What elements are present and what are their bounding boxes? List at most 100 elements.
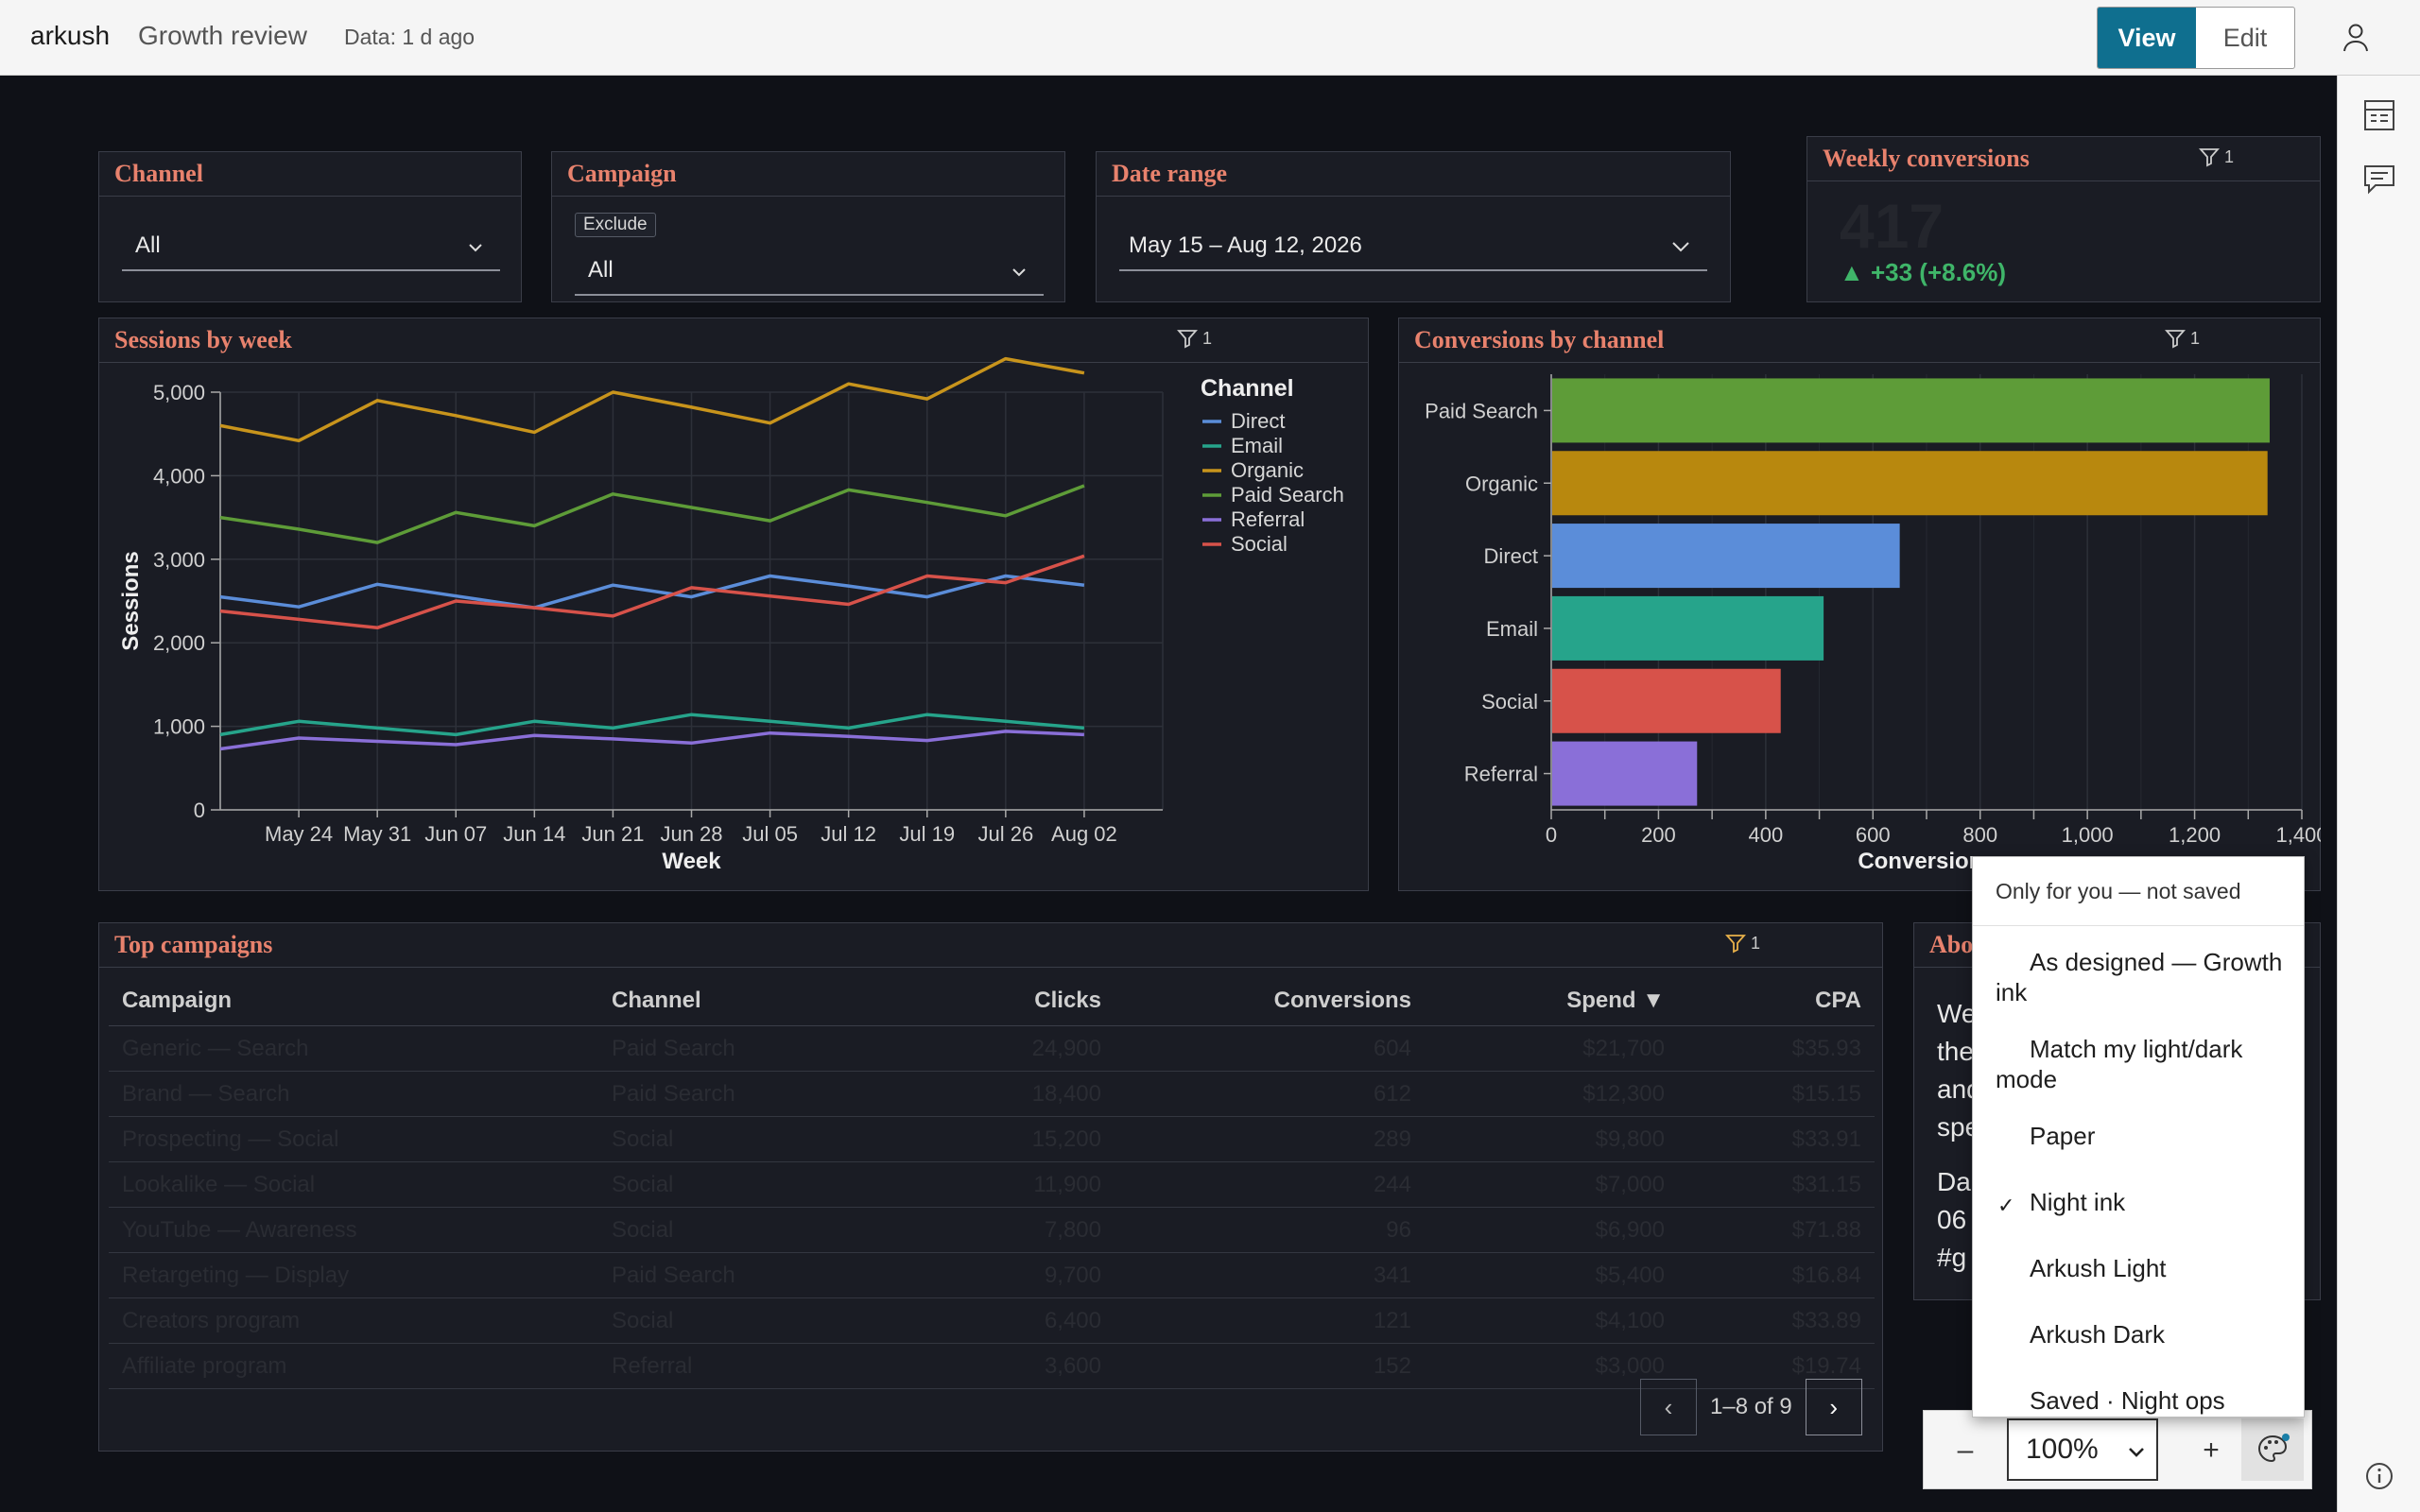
cell-clicks: 3,600: [908, 1343, 1115, 1389]
column-header-campaign[interactable]: Campaign: [109, 976, 598, 1026]
series-line-referral: [219, 730, 1084, 751]
series-line-paid-search: [219, 484, 1085, 544]
right-rail: [2337, 76, 2420, 1512]
table-row[interactable]: YouTube — Awareness Social 7,800 96 $6,900 $7…: [109, 1207, 1875, 1253]
theme-option-label: As designed — Growth ink: [1996, 948, 2283, 1006]
column-header-clicks[interactable]: Clicks: [908, 976, 1115, 1026]
cell-clicks: 24,900: [908, 1025, 1115, 1072]
zoom-out-button[interactable]: –: [1957, 1435, 1974, 1466]
theme-option[interactable]: Arkush Light: [1973, 1240, 2304, 1306]
cell-conversions: 121: [1115, 1297, 1425, 1344]
cell-clicks: 15,200: [908, 1116, 1115, 1162]
table-row[interactable]: Creators program Social 6,400 121 $4,100 $33.…: [109, 1297, 1875, 1344]
cell-conversions: 289: [1115, 1116, 1425, 1162]
filter-badge[interactable]: 1: [1177, 328, 1212, 349]
legend-label: Referral: [1231, 507, 1305, 531]
weekly-conversions-kpi: Weekly conversions 1 417 ▲ +33 (+8.6%): [1806, 136, 2321, 302]
date-range-select[interactable]: May 15 – Aug 12, 2026: [1119, 222, 1707, 271]
channel-select[interactable]: All: [122, 222, 500, 271]
edit-mode-button[interactable]: Edit: [2222, 23, 2268, 52]
x-tick-label: 1,400: [2275, 823, 2321, 847]
column-header-spend[interactable]: Spend ▼: [1425, 976, 1678, 1026]
previous-page-button[interactable]: ‹: [1640, 1379, 1697, 1435]
x-tick-label: Jun 28: [660, 822, 722, 846]
legend-label: Direct: [1231, 409, 1285, 433]
cell-channel: Referral: [598, 1343, 908, 1389]
x-tick-label: 1,000: [2062, 823, 2114, 847]
theme-option-label: Night ink: [2030, 1188, 2126, 1216]
exclude-toggle[interactable]: Exclude: [575, 213, 656, 237]
view-mode-button[interactable]: View: [2098, 8, 2196, 68]
cell-spend: $5,400: [1425, 1252, 1678, 1298]
next-page-button[interactable]: ›: [1805, 1379, 1862, 1435]
x-tick-label: 1,200: [2169, 823, 2221, 847]
theme-option[interactable]: Saved · Night ops: [1973, 1372, 2304, 1438]
zoom-toolbar: – 100% +: [1923, 1410, 2312, 1489]
filter-count: 1: [2224, 146, 2235, 166]
kpi-delta: ▲ +33 (+8.6%): [1840, 258, 2007, 286]
panel-header: [99, 152, 521, 197]
info-icon[interactable]: [2359, 1455, 2400, 1497]
chevron-down-icon: [2128, 1434, 2145, 1466]
cell-campaign: Prospecting — Social: [109, 1116, 598, 1162]
series-line-direct: [219, 574, 1085, 610]
cell-clicks: 18,400: [908, 1071, 1115, 1117]
table-row[interactable]: Generic — Search Paid Search 24,900 604 $21,…: [109, 1025, 1875, 1072]
column-header-cpa[interactable]: CPA: [1678, 976, 1875, 1026]
kpi-title: Weekly conversions: [1823, 145, 2030, 172]
top-campaigns-title: Top campaigns: [114, 931, 273, 958]
zoom-select[interactable]: 100%: [2007, 1418, 2158, 1481]
filter-badge[interactable]: 1: [2199, 146, 2234, 167]
filter-badge[interactable]: 1: [1725, 933, 1760, 954]
data-table-icon[interactable]: [2359, 94, 2400, 136]
brand-name[interactable]: arkush: [30, 21, 111, 50]
x-tick-label: Jun 07: [424, 822, 487, 846]
x-tick-label: 200: [1641, 823, 1676, 847]
user-icon[interactable]: [2337, 19, 2375, 57]
theme-option[interactable]: As designed — Growth ink: [1973, 934, 2304, 1021]
comments-icon[interactable]: [2359, 159, 2400, 200]
panel-header: [1807, 137, 2320, 181]
column-header-channel[interactable]: Channel: [598, 976, 908, 1026]
table-row[interactable]: Affiliate program Referral 3,600 152 $3,000 $…: [109, 1343, 1875, 1389]
about-text-2: Da 06 #g: [1937, 1167, 1971, 1272]
checkmark-icon: ✓: [1997, 1194, 2015, 1217]
theme-palette-button[interactable]: [2241, 1418, 2304, 1481]
theme-option[interactable]: Arkush Dark: [1973, 1306, 2304, 1372]
theme-menu: Only for you — not saved As designed — G…: [1972, 856, 2305, 1418]
bar-social: [1552, 668, 1781, 733]
theme-option[interactable]: Match my light/dark mode: [1973, 1021, 2304, 1108]
campaign-filter-panel: Campaign Exclude All: [551, 151, 1065, 302]
filter-icon: [2199, 148, 2220, 167]
table-row[interactable]: Retargeting — Display Paid Search 9,700 341…: [109, 1252, 1875, 1298]
date-range-filter-panel: Date range May 15 – Aug 12, 2026: [1096, 151, 1731, 302]
legend-label: Paid Search: [1231, 483, 1344, 507]
bar-organic: [1552, 451, 2268, 516]
top-bar: arkush Growth review Data: 1 d ago View …: [0, 0, 2420, 76]
series-line-email: [219, 713, 1085, 737]
zoom-in-button[interactable]: +: [2203, 1435, 2220, 1466]
cell-spend: $9,800: [1425, 1116, 1678, 1162]
theme-option[interactable]: ✓ Night ink: [1973, 1174, 2304, 1240]
sessions-line-chart: 0 1,000 2,000 3,000 4,000 5,000 May 24 May 31 Ju…: [118, 356, 1344, 874]
category-label: Social: [1481, 690, 1538, 713]
page-range: 1–8 of 9: [1710, 1394, 1792, 1419]
table-row[interactable]: Brand — Search Paid Search 18,400 612 $12,30…: [109, 1071, 1875, 1117]
y-axis-label: Sessions: [118, 551, 144, 650]
x-tick-label: 800: [1962, 823, 1997, 847]
panel-header: [552, 152, 1064, 197]
cell-clicks: 7,800: [908, 1207, 1115, 1253]
table-row[interactable]: Prospecting — Social Social 15,200 289 $9,80…: [109, 1116, 1875, 1162]
channel-select-value: All: [135, 232, 161, 258]
cell-spend: $7,000: [1425, 1161, 1678, 1208]
chevron-down-icon: [1671, 232, 1707, 259]
table-row[interactable]: Lookalike — Social Social 11,900 244 $7,000 $…: [109, 1161, 1875, 1208]
campaign-select[interactable]: All: [575, 247, 1044, 296]
theme-option[interactable]: Paper: [1973, 1108, 2304, 1174]
cell-campaign: Lookalike — Social: [109, 1161, 598, 1208]
bar-direct: [1552, 524, 1900, 589]
column-header-conversions[interactable]: Conversions: [1115, 976, 1425, 1026]
cell-cpa: $33.91: [1678, 1116, 1875, 1162]
theme-menu-items: As designed — Growth ink Match my light/d…: [1973, 926, 2304, 1438]
filter-badge[interactable]: 1: [2165, 328, 2200, 349]
